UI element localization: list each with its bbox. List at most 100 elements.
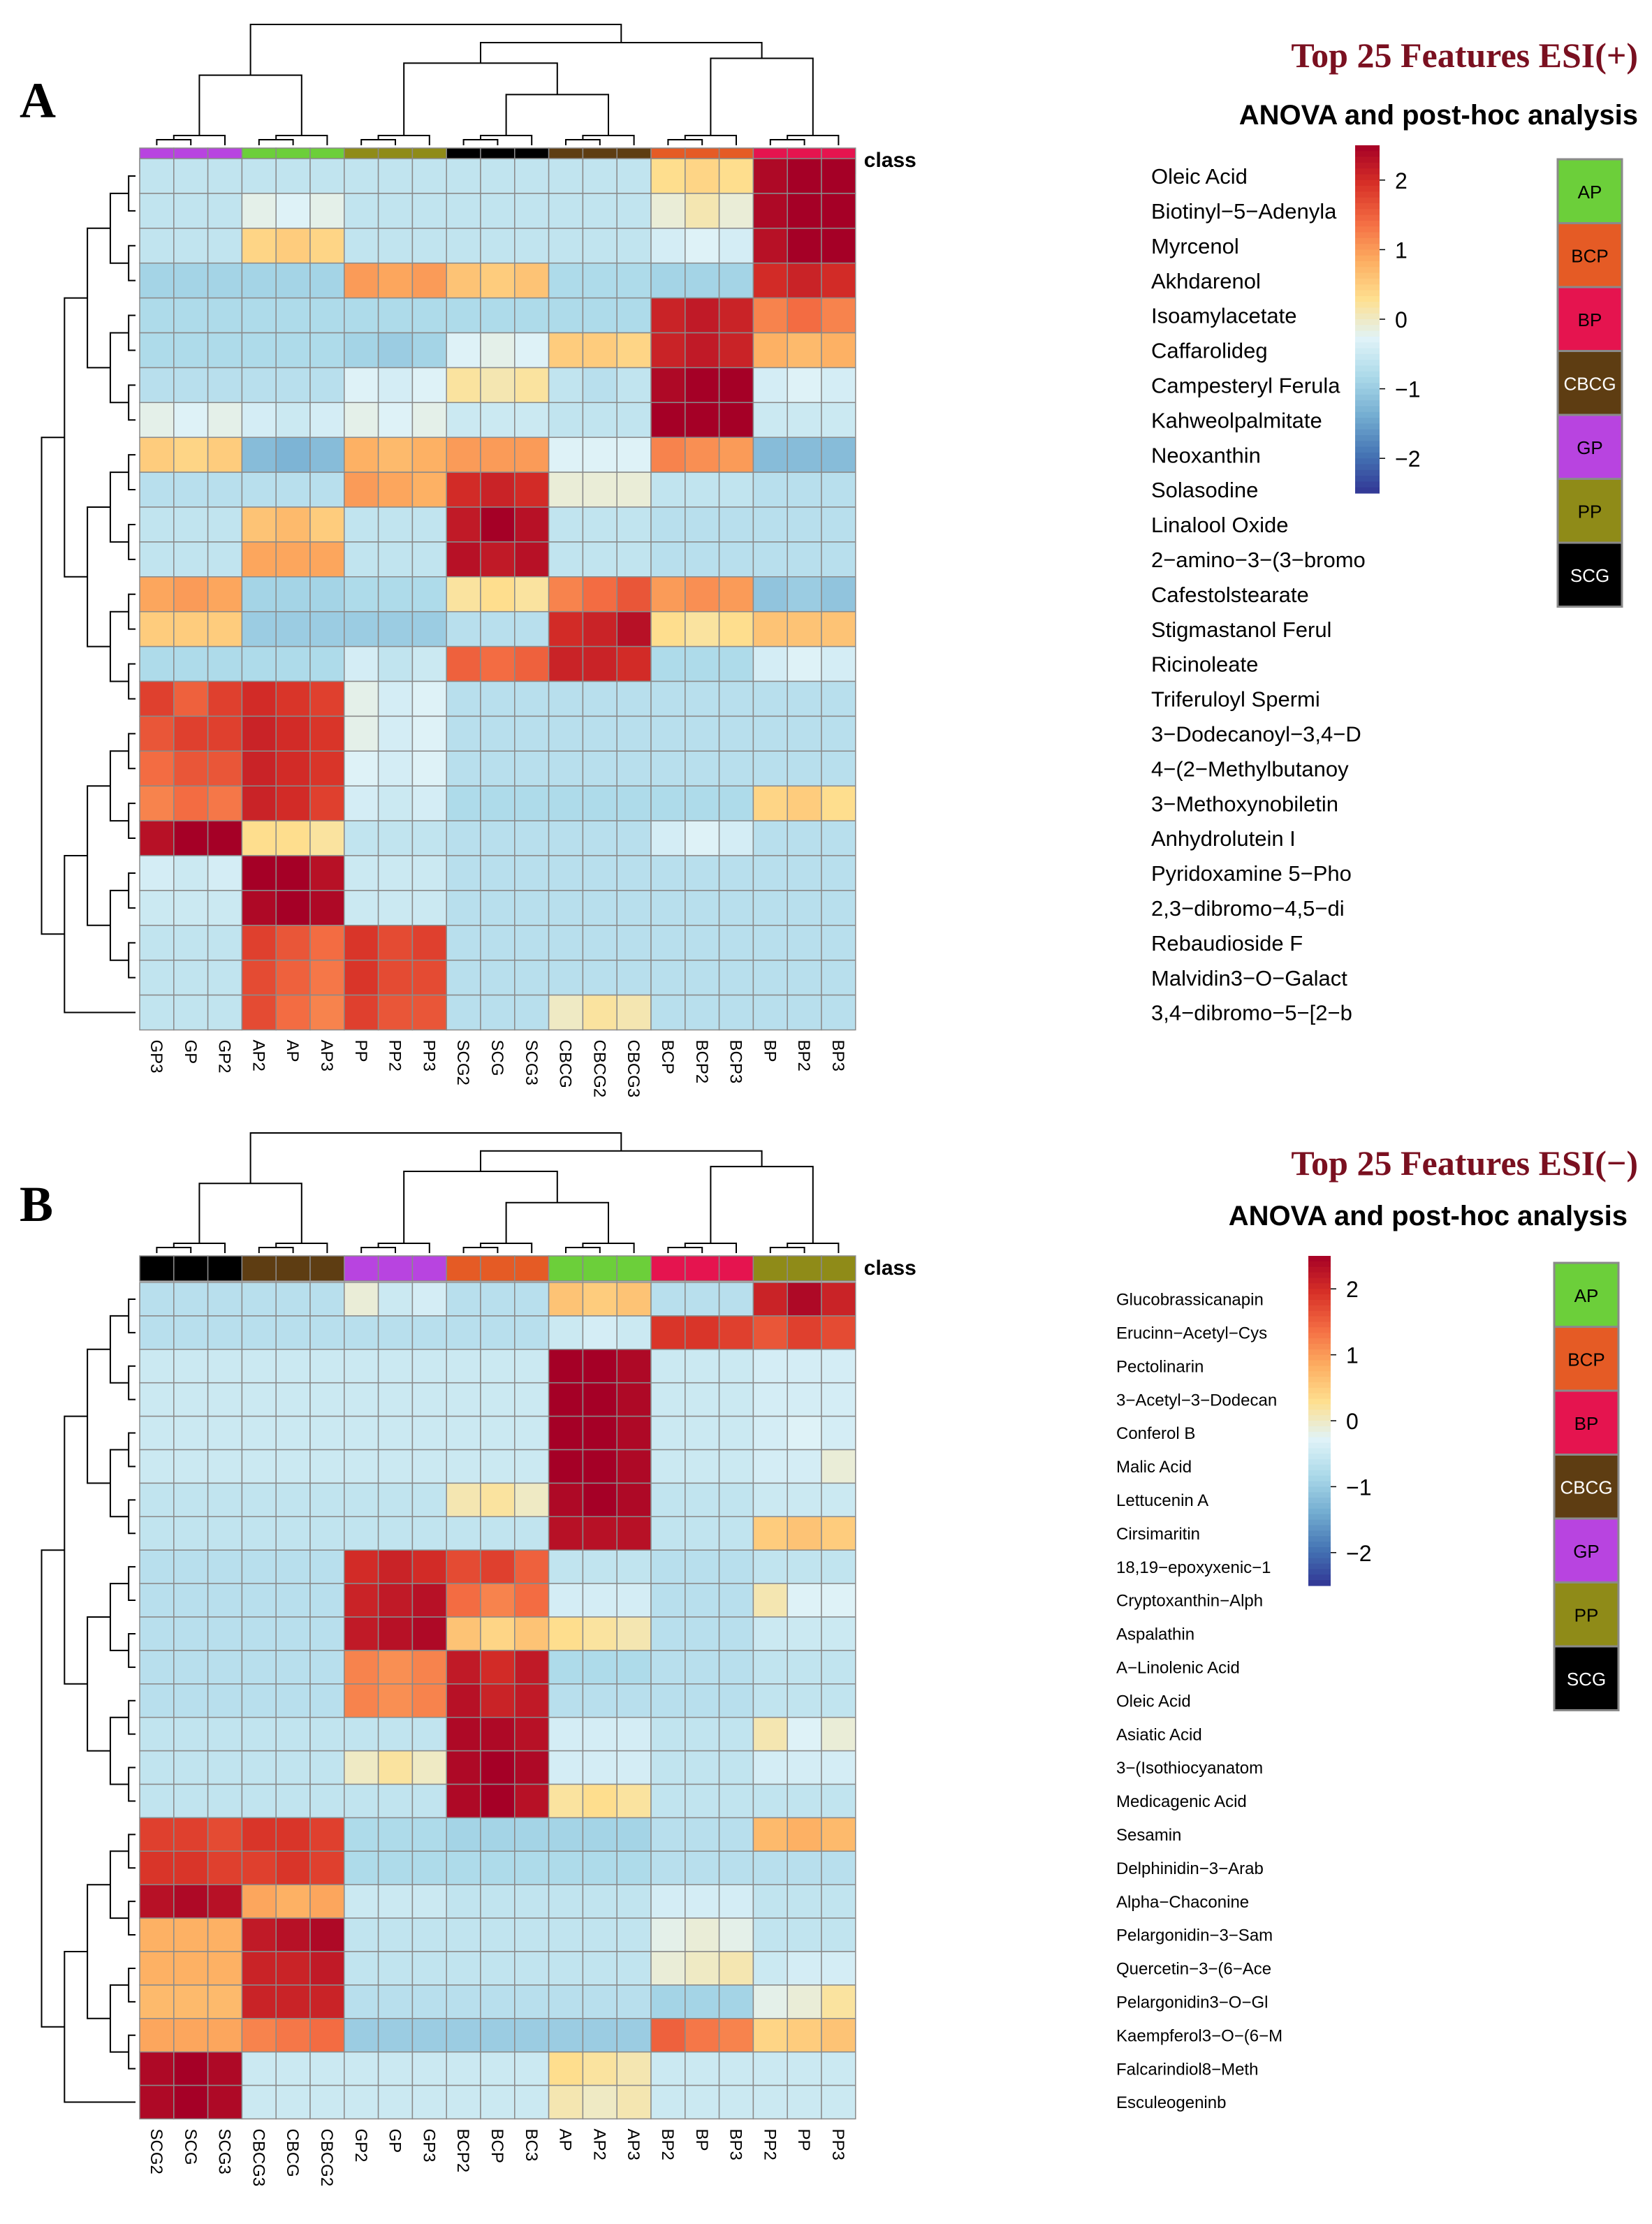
colorbar-step — [1308, 1569, 1331, 1575]
heatmap-cell — [411, 785, 447, 821]
column-label: SCG3 — [522, 1040, 541, 1085]
heatmap-cell — [139, 1817, 175, 1852]
heatmap-cell — [139, 855, 175, 891]
heatmap-cell — [582, 262, 617, 299]
heatmap-cell — [480, 576, 516, 613]
heatmap-cell — [616, 1315, 652, 1350]
row-label: 3−Methoxynobiletin — [1151, 791, 1338, 816]
row-label: Pelargonidin3−O−Gl — [1116, 1993, 1268, 2012]
heatmap-cell — [173, 750, 209, 787]
colorbar-step — [1355, 481, 1380, 488]
heatmap-cell — [275, 1984, 311, 2019]
heatmap-cell — [241, 1884, 277, 1919]
colorbar-step — [1355, 151, 1380, 158]
heatmap-cell — [275, 1683, 311, 1718]
heatmap-cell — [207, 1817, 243, 1852]
heatmap-cell — [480, 925, 516, 961]
heatmap-cell — [207, 1382, 243, 1417]
heatmap-cell — [275, 506, 311, 543]
heatmap-cell — [480, 193, 516, 229]
heatmap-cell — [616, 1917, 652, 1952]
heatmap-cell — [514, 2018, 550, 2053]
heatmap-cell — [446, 820, 481, 856]
heatmap-cell — [309, 1382, 345, 1417]
heatmap-cell — [139, 1282, 175, 1317]
heatmap-cell — [582, 193, 617, 229]
heatmap-cell — [718, 262, 754, 299]
row-dendrogram — [41, 1298, 136, 2103]
heatmap-cell — [446, 297, 481, 334]
heatmap-cell — [139, 1783, 175, 1819]
heatmap-cell — [685, 506, 720, 543]
dendro-branch — [109, 1984, 129, 2053]
heatmap-cell — [582, 1482, 617, 1518]
heatmap-cell — [446, 1282, 481, 1317]
colorbar-step — [1308, 1421, 1331, 1427]
heatmap-cell — [787, 925, 822, 961]
row-label: 4−(2−Methylbutanoy — [1151, 756, 1349, 781]
heatmap-cell — [309, 2084, 345, 2120]
heatmap-cell — [446, 1750, 481, 1785]
row-label: Cryptoxanthin−Alph — [1116, 1592, 1263, 1611]
colorbar-step — [1355, 394, 1380, 401]
dendro-branch — [128, 523, 136, 560]
dendro-branch — [109, 1716, 129, 1785]
heatmap-cell — [821, 1315, 856, 1350]
dendro-branch — [128, 1766, 136, 1802]
heatmap-cell — [309, 367, 345, 404]
dendro-branch — [87, 1616, 110, 1752]
colorbar-step — [1355, 162, 1380, 169]
heatmap-cell — [377, 750, 414, 787]
dendro-branch — [109, 889, 129, 961]
colorbar-step — [1308, 1552, 1331, 1559]
heatmap-cells — [139, 1282, 856, 2120]
heatmap-cell — [207, 1482, 243, 1518]
heatmap-cell — [411, 262, 447, 299]
heatmap-cell — [685, 158, 720, 194]
heatmap-cell — [685, 750, 720, 787]
column-label: GP3 — [147, 1040, 166, 1074]
heatmap-cell — [446, 1382, 481, 1417]
dendro-branch — [109, 1449, 129, 1518]
heatmap-cell — [787, 1382, 822, 1417]
column-label: CBCG2 — [317, 2129, 336, 2187]
heatmap-cell — [685, 715, 720, 752]
row-label: Isoamylacetate — [1151, 304, 1297, 328]
heatmap-cell — [377, 1549, 414, 1584]
legend-swatch-pp — [1556, 478, 1623, 544]
heatmap-cell — [446, 925, 481, 961]
heatmap-cell — [480, 610, 516, 648]
dendro-branch — [128, 384, 136, 421]
heatmap-cell — [514, 610, 550, 648]
heatmap-cell — [616, 1516, 652, 1551]
heatmap-cell — [241, 1951, 277, 1986]
class-cell — [139, 1255, 175, 1282]
heatmap-cell — [411, 402, 447, 438]
heatmap-cell — [514, 890, 550, 926]
heatmap-cell — [411, 1382, 447, 1417]
heatmap-cell — [582, 158, 617, 194]
heatmap-cell — [275, 994, 311, 1031]
heatmap-cell — [309, 541, 345, 578]
dendro-branch — [128, 803, 136, 840]
heatmap-cell — [207, 1415, 243, 1451]
heatmap-cell — [207, 1716, 243, 1752]
heatmap-cell — [718, 785, 754, 821]
heatmap-cell — [139, 1951, 175, 1986]
heatmap-cell — [582, 855, 617, 891]
heatmap-cell — [411, 1482, 447, 1518]
heatmap-cell — [309, 1750, 345, 1785]
heatmap-cell — [241, 785, 277, 821]
heatmap-cell — [548, 610, 584, 648]
heatmap-cell — [480, 1650, 516, 1685]
heatmap-cell — [411, 1349, 447, 1384]
heatmap-cell — [821, 262, 856, 299]
column-label: SCG — [181, 2129, 200, 2165]
heatmap-cell — [241, 2018, 277, 2053]
column-label: BP3 — [828, 1040, 847, 1071]
colorbar-step — [1355, 249, 1380, 256]
heatmap-cell — [821, 610, 856, 648]
heatmap-cell — [718, 1650, 754, 1685]
heatmap-cell — [718, 1315, 754, 1350]
heatmap-cell — [446, 541, 481, 578]
